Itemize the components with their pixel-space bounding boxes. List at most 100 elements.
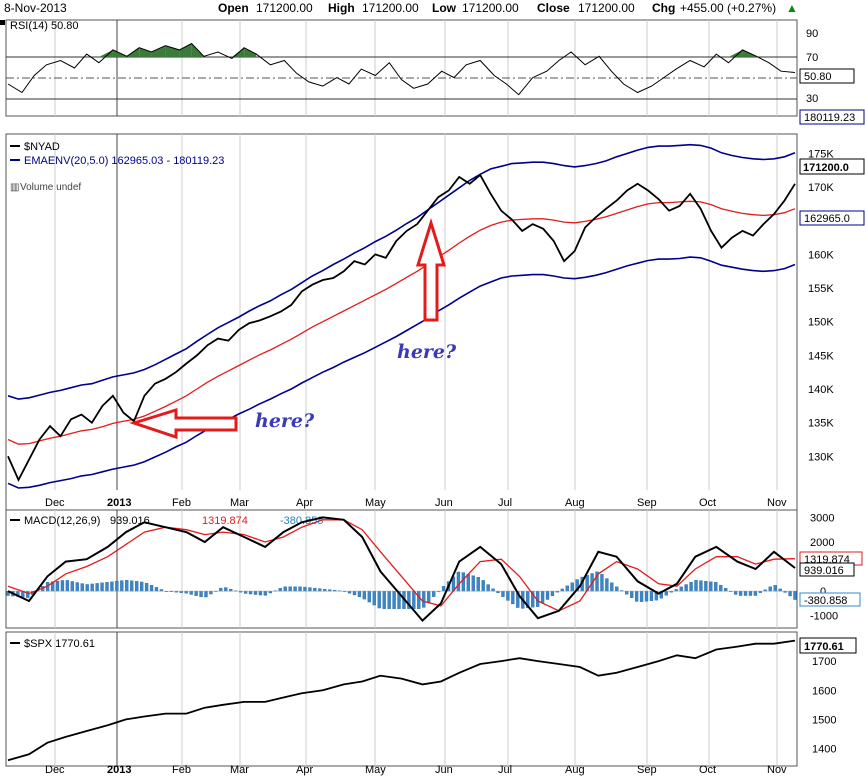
month-label: Dec bbox=[45, 497, 65, 509]
macd-histogram-bar bbox=[115, 581, 119, 592]
month-label: Mar bbox=[230, 764, 249, 776]
macd-hist-value: -380.858 bbox=[280, 515, 323, 527]
macd-histogram-bar bbox=[441, 586, 446, 592]
price-value-tag-text: 171200.0 bbox=[803, 162, 849, 174]
macd-histogram-bar bbox=[60, 580, 65, 592]
macd-histogram-bar bbox=[610, 582, 614, 592]
nyad-price-line bbox=[7, 173, 796, 482]
spx-line bbox=[7, 639, 796, 762]
month-label: Nov bbox=[767, 764, 787, 776]
header-open-label: Open bbox=[218, 1, 249, 15]
spx-tick-label: 1600 bbox=[812, 685, 836, 697]
macd-histogram-bar bbox=[714, 582, 718, 592]
month-label: Jul bbox=[498, 497, 512, 509]
macd-histogram-bar bbox=[778, 588, 782, 592]
rsi-panel: RSI(14) 50.80 bbox=[0, 20, 797, 100]
macd-histogram-bar bbox=[120, 580, 124, 592]
month-label: Feb bbox=[172, 764, 191, 776]
macd-histogram-bar bbox=[347, 590, 352, 594]
macd-histogram-bar bbox=[565, 585, 569, 592]
rsi-overbought-fill bbox=[179, 43, 192, 57]
spx-legend: $SPX 1770.61 bbox=[10, 638, 95, 650]
month-label: Oct bbox=[699, 764, 716, 776]
header-date: 8-Nov-2013 bbox=[4, 1, 67, 15]
rsi-value-tag-text: 50.80 bbox=[804, 71, 832, 83]
macd-histogram-bar bbox=[95, 583, 99, 592]
price-tick-label: 160K bbox=[808, 249, 834, 261]
macd-histogram-bar bbox=[560, 588, 565, 592]
macd-histogram-bar bbox=[511, 590, 515, 605]
macd-params: MACD(12,26,9) bbox=[24, 515, 100, 527]
macd-histogram-bar bbox=[768, 586, 772, 592]
rsi-overbought-fill bbox=[231, 47, 245, 57]
month-label: Jun bbox=[435, 764, 453, 776]
macd-histogram-bar bbox=[743, 590, 748, 596]
upper-band-tag-text: 180119.23 bbox=[804, 112, 855, 124]
macd-histogram-bar bbox=[85, 584, 89, 592]
up-arrow-annotation bbox=[415, 217, 447, 322]
macd-histogram-bar bbox=[476, 577, 480, 592]
price-tick-label: 145K bbox=[808, 350, 834, 362]
macd-histogram-bar bbox=[550, 590, 555, 597]
macd-histogram-bar bbox=[427, 590, 431, 603]
rsi-tick-70: 70 bbox=[806, 52, 818, 64]
macd-histogram-bar bbox=[644, 590, 649, 602]
rsi-panel-frame bbox=[5, 19, 798, 117]
macd-hist-tag bbox=[799, 592, 861, 607]
header-close-value: 171200.00 bbox=[578, 1, 635, 15]
header-bar: 8-Nov-2013 Open 171200.00 High 171200.00… bbox=[4, 1, 798, 15]
macd-histogram-bar bbox=[545, 590, 550, 600]
spx-panel-frame bbox=[5, 631, 798, 767]
macd-hist-tag-text: -380.858 bbox=[804, 595, 847, 607]
macd-histogram-bar bbox=[219, 587, 223, 592]
month-label: 2013 bbox=[107, 497, 131, 509]
macd-histogram-bar bbox=[248, 590, 253, 595]
macd-histogram-bar bbox=[144, 583, 149, 592]
annotation-label-upper: here? bbox=[397, 341, 457, 363]
macd-histogram-bar bbox=[313, 587, 317, 592]
macd-histogram-bar bbox=[570, 582, 574, 592]
macd-histogram-bar bbox=[664, 590, 668, 596]
envelope-lower-line bbox=[7, 256, 796, 489]
macd-histogram-bar bbox=[615, 586, 619, 592]
month-label: Dec bbox=[45, 764, 65, 776]
macd-histogram-bar bbox=[793, 590, 797, 600]
rsi-overbought-fill bbox=[151, 45, 166, 57]
price-tick-label: 175K bbox=[808, 148, 834, 160]
header-chg-label: Chg bbox=[652, 1, 675, 15]
lower-band-tag bbox=[799, 210, 865, 226]
macd-histogram-bar bbox=[506, 590, 510, 601]
ema-line bbox=[7, 200, 796, 445]
macd-histogram-bar bbox=[461, 572, 466, 592]
macd-tick-label: -1000 bbox=[810, 611, 838, 623]
spx-value-tag bbox=[799, 637, 857, 654]
rsi-overbought-fill bbox=[244, 47, 257, 57]
macd-signal-value: 1319.874 bbox=[202, 515, 248, 527]
price-tick-label: 140K bbox=[808, 384, 834, 396]
macd-histogram-bar bbox=[130, 580, 134, 592]
macd-histogram-bar bbox=[456, 571, 461, 592]
price-tick-label: 170K bbox=[808, 182, 834, 194]
macd-histogram-bar bbox=[75, 582, 79, 592]
macd-histogram-bar bbox=[105, 582, 109, 592]
macd-histogram-bar bbox=[149, 585, 154, 592]
spx-label: $SPX 1770.61 bbox=[24, 638, 95, 650]
macd-histogram-bar bbox=[224, 587, 228, 592]
month-label: Sep bbox=[637, 497, 657, 509]
macd-histogram-bar bbox=[432, 590, 436, 597]
spx-value-tag-text: 1770.61 bbox=[804, 641, 844, 653]
macd-histogram-bar bbox=[154, 587, 159, 592]
macd-histogram-bar bbox=[55, 580, 60, 592]
macd-histogram-bar bbox=[639, 590, 644, 602]
macd-histogram-bar bbox=[90, 583, 94, 592]
month-label: Jun bbox=[435, 497, 453, 509]
header-high-label: High bbox=[328, 1, 355, 15]
envelope-upper-line bbox=[7, 143, 796, 400]
macd-value-tag-text: 939.016 bbox=[804, 565, 844, 577]
rsi-line bbox=[7, 42, 796, 96]
lower-band-tag-text: 162965.0 bbox=[804, 213, 850, 225]
macd-histogram-bar bbox=[630, 590, 634, 598]
price-title: $NYAD bbox=[24, 141, 60, 153]
